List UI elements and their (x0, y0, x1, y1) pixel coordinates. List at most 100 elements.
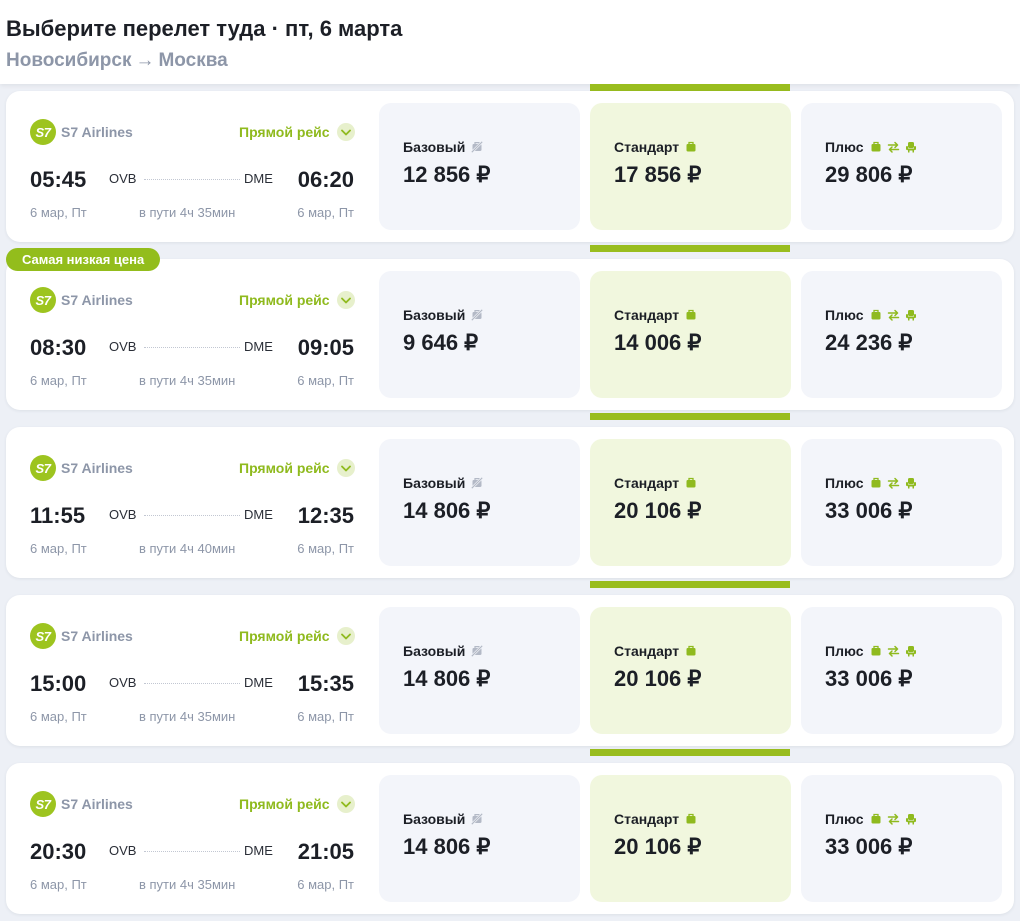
fare-plus[interactable]: Плюс 33 006 ₽ (801, 607, 1002, 734)
arrival-airport: DME (244, 843, 273, 858)
no-baggage-icon (471, 477, 484, 489)
fare-price: 33 006 ₽ (825, 666, 913, 691)
fare-name: Базовый (403, 643, 488, 659)
baggage-icon (686, 645, 696, 656)
direct-flight-toggle[interactable]: Прямой рейс (239, 123, 355, 141)
chevron-down-icon[interactable] (336, 291, 355, 309)
fare-standard[interactable]: Стандарт 14 006 ₽ (590, 271, 791, 398)
fare-plus[interactable]: Плюс 33 006 ₽ (801, 439, 1002, 566)
s7-logo: S7 (30, 455, 56, 481)
lowest-price-badge: Самая низкая цена (6, 248, 161, 271)
fare-basic[interactable]: Базовый 9 646 ₽ (379, 271, 580, 398)
airline-logo-text: S7 (35, 628, 51, 644)
no-baggage-icon (471, 141, 484, 153)
chevron-down-icon[interactable] (336, 795, 355, 813)
direct-flight-toggle[interactable]: Прямой рейс (239, 291, 355, 309)
chevron-down-icon[interactable] (336, 459, 355, 477)
exchange-icon (887, 813, 899, 825)
fare-price: 9 646 ₽ (403, 330, 479, 355)
fare-highlight-strip (590, 581, 790, 588)
departure-date: 6 мар, Пт (30, 373, 87, 388)
fare-name: Базовый (403, 811, 488, 827)
fare-highlight-strip (590, 749, 790, 756)
fare-standard[interactable]: Стандарт 17 856 ₽ (590, 103, 791, 230)
fare-name: Стандарт (614, 139, 702, 155)
chevron-down-icon[interactable] (336, 627, 355, 645)
fare-price: 24 236 ₽ (825, 330, 913, 355)
fare-icons (685, 141, 702, 153)
fare-name: Стандарт (614, 307, 702, 323)
arrival-airport: DME (244, 675, 273, 690)
route-arrow: → (135, 50, 155, 71)
airline-logo-text: S7 (35, 124, 51, 140)
route-line (144, 179, 240, 180)
fare-price: 17 856 ₽ (614, 162, 702, 187)
departure-time: 08:30 (30, 335, 87, 360)
arrival-time: 09:05 (297, 335, 354, 360)
departure-date: 6 мар, Пт (30, 877, 87, 892)
departure-airport: OVB (109, 675, 137, 690)
route-subtitle: Новосибирск → Москва (6, 50, 228, 72)
airline: S7 S7 Airlines (30, 623, 133, 649)
fare-standard[interactable]: Стандарт 20 106 ₽ (590, 775, 791, 902)
direct-flight-toggle[interactable]: Прямой рейс (239, 459, 355, 477)
departure-date: 6 мар, Пт (30, 205, 87, 220)
arrival-time: 15:35 (297, 671, 354, 696)
direct-flight-toggle[interactable]: Прямой рейс (239, 795, 355, 813)
fare-price: 20 106 ₽ (614, 834, 702, 859)
flight-duration: в пути 4ч 40мин (139, 541, 236, 556)
arrival-date: 6 мар, Пт (297, 709, 354, 724)
direct-flight-toggle[interactable]: Прямой рейс (239, 627, 355, 645)
route-line (144, 851, 240, 852)
fare-price: 29 806 ₽ (825, 162, 913, 187)
fare-basic[interactable]: Базовый 14 806 ₽ (379, 775, 580, 902)
direct-flight-label: Прямой рейс (239, 124, 330, 140)
fare-standard[interactable]: Стандарт 20 106 ₽ (590, 439, 791, 566)
chevron-down-icon[interactable] (336, 123, 355, 141)
s7-logo: S7 (30, 119, 56, 145)
s7-logo: S7 (30, 791, 56, 817)
fare-basic[interactable]: Базовый 12 856 ₽ (379, 103, 580, 230)
fare-standard-label: Стандарт (614, 475, 680, 491)
fare-price: 14 806 ₽ (403, 666, 491, 691)
fare-basic-label: Базовый (403, 139, 466, 155)
fare-basic[interactable]: Базовый 14 806 ₽ (379, 439, 580, 566)
fare-icons (870, 477, 922, 489)
route-from: Новосибирск (6, 50, 132, 71)
flight-duration: в пути 4ч 35мин (139, 373, 236, 388)
fare-icons (685, 477, 702, 489)
airline-name: S7 Airlines (61, 628, 133, 644)
flight-card[interactable]: S7 S7 Airlines Прямой рейс 11:55 OVB DME… (6, 427, 1014, 578)
page-title: Выберите перелет туда · пт, 6 марта (6, 16, 403, 41)
fare-name: Плюс (825, 139, 922, 155)
fare-icons (870, 813, 922, 825)
route-line (144, 347, 240, 348)
fare-standard[interactable]: Стандарт 20 106 ₽ (590, 607, 791, 734)
departure-airport: OVB (109, 339, 137, 354)
fare-basic-label: Базовый (403, 307, 466, 323)
direct-flight-label: Прямой рейс (239, 796, 330, 812)
airline-name: S7 Airlines (61, 124, 133, 140)
arrival-airport: DME (244, 339, 273, 354)
flight-card[interactable]: S7 S7 Airlines Прямой рейс 05:45 OVB DME… (6, 91, 1014, 242)
arrival-airport: DME (244, 507, 273, 522)
fare-plus[interactable]: Плюс 29 806 ₽ (801, 103, 1002, 230)
departure-airport: OVB (109, 171, 137, 186)
route-to: Москва (158, 50, 228, 71)
departure-time: 15:00 (30, 671, 87, 696)
airline-name: S7 Airlines (61, 460, 133, 476)
flight-card[interactable]: S7 S7 Airlines Прямой рейс 20:30 OVB DME… (6, 763, 1014, 914)
flight-card[interactable]: S7 S7 Airlines Прямой рейс 08:30 OVB DME… (6, 259, 1014, 410)
fare-basic[interactable]: Базовый 14 806 ₽ (379, 607, 580, 734)
fare-plus-label: Плюс (825, 475, 864, 491)
flight-duration: в пути 4ч 35мин (139, 877, 236, 892)
flight-card[interactable]: S7 S7 Airlines Прямой рейс 15:00 OVB DME… (6, 595, 1014, 746)
s7-logo: S7 (30, 287, 56, 313)
fare-plus[interactable]: Плюс 24 236 ₽ (801, 271, 1002, 398)
fare-plus[interactable]: Плюс 33 006 ₽ (801, 775, 1002, 902)
no-baggage-icon (471, 813, 484, 825)
airline-logo-text: S7 (35, 292, 51, 308)
arrival-time: 12:35 (297, 503, 354, 528)
arrival-date: 6 мар, Пт (297, 877, 354, 892)
fare-name: Плюс (825, 811, 922, 827)
